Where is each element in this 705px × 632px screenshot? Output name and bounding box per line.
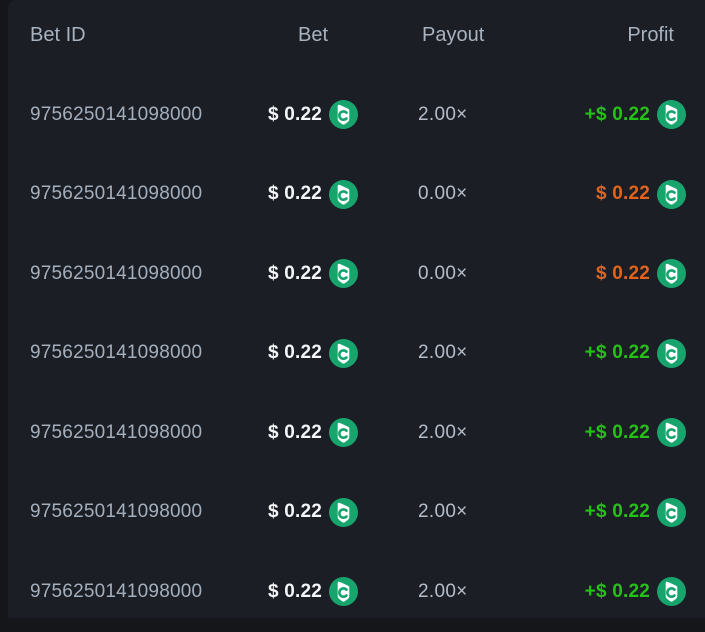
bet-amount-value: $ 0.22: [268, 104, 322, 126]
bet-id-value: 9756250141098000: [30, 581, 202, 603]
table-header-row: Bet ID Bet Payout Profit: [8, 0, 705, 70]
table-row[interactable]: 9756250141098000 $ 0.22 2.00× +$ 0.22: [8, 552, 705, 632]
bc-coin-icon: [329, 577, 358, 606]
table-row[interactable]: 9756250141098000 $ 0.22 0.00× $ 0.22: [8, 234, 705, 314]
bet-id-cell: 9756250141098000: [8, 422, 238, 444]
profit-cell: $ 0.22: [538, 180, 705, 209]
bet-amount-value: $ 0.22: [268, 342, 322, 364]
profit-cell: +$ 0.22: [538, 339, 705, 368]
payout-cell: 2.00×: [398, 104, 538, 126]
payout-cell: 2.00×: [398, 342, 538, 364]
payout-value: 0.00×: [418, 263, 468, 285]
payout-cell: 0.00×: [398, 183, 538, 205]
profit-value: +$ 0.22: [585, 501, 650, 523]
bc-coin-icon: [329, 259, 358, 288]
bet-id-cell: 9756250141098000: [8, 263, 238, 285]
bet-amount-cell: $ 0.22: [238, 100, 388, 129]
table-body: 9756250141098000 $ 0.22 2.00× +$ 0.22: [8, 75, 705, 632]
bet-id-value: 9756250141098000: [30, 104, 202, 126]
payout-value: 0.00×: [418, 183, 468, 205]
bc-coin-icon: [657, 498, 686, 527]
table-row[interactable]: 9756250141098000 $ 0.22 2.00× +$ 0.22: [8, 473, 705, 553]
bc-coin-icon: [657, 339, 686, 368]
bet-amount-cell: $ 0.22: [238, 577, 388, 606]
bet-amount-cell: $ 0.22: [238, 339, 388, 368]
bet-amount-value: $ 0.22: [268, 581, 322, 603]
bet-amount-value: $ 0.22: [268, 263, 322, 285]
bet-id-cell: 9756250141098000: [8, 581, 238, 603]
column-header-bet: Bet: [238, 24, 388, 47]
column-header-payout: Payout: [398, 24, 542, 47]
bets-table: Bet ID Bet Payout Profit 975625014109800…: [8, 0, 705, 618]
bet-id-cell: 9756250141098000: [8, 342, 238, 364]
payout-cell: 2.00×: [398, 501, 538, 523]
column-header-bet-id: Bet ID: [8, 24, 238, 47]
profit-cell: +$ 0.22: [538, 577, 705, 606]
bet-id-cell: 9756250141098000: [8, 104, 238, 126]
payout-value: 2.00×: [418, 422, 468, 444]
profit-value: +$ 0.22: [585, 342, 650, 364]
bet-id-cell: 9756250141098000: [8, 501, 238, 523]
bc-coin-icon: [657, 418, 686, 447]
payout-value: 2.00×: [418, 104, 468, 126]
bet-id-cell: 9756250141098000: [8, 183, 238, 205]
bet-id-value: 9756250141098000: [30, 501, 202, 523]
payout-cell: 0.00×: [398, 263, 538, 285]
profit-value: $ 0.22: [596, 263, 650, 285]
bc-coin-icon: [657, 100, 686, 129]
profit-cell: +$ 0.22: [538, 418, 705, 447]
table-row[interactable]: 9756250141098000 $ 0.22 2.00× +$ 0.22: [8, 393, 705, 473]
bet-id-value: 9756250141098000: [30, 183, 202, 205]
payout-cell: 2.00×: [398, 581, 538, 603]
bet-amount-value: $ 0.22: [268, 422, 322, 444]
bet-amount-cell: $ 0.22: [238, 418, 388, 447]
bet-amount-cell: $ 0.22: [238, 498, 388, 527]
profit-value: +$ 0.22: [585, 581, 650, 603]
bc-coin-icon: [657, 259, 686, 288]
bc-coin-icon: [329, 418, 358, 447]
profit-cell: $ 0.22: [538, 259, 705, 288]
bc-coin-icon: [657, 577, 686, 606]
table-row[interactable]: 9756250141098000 $ 0.22 0.00× $ 0.22: [8, 155, 705, 235]
profit-cell: +$ 0.22: [538, 100, 705, 129]
bet-id-value: 9756250141098000: [30, 342, 202, 364]
profit-value: +$ 0.22: [585, 422, 650, 444]
bc-coin-icon: [329, 498, 358, 527]
bet-id-value: 9756250141098000: [30, 422, 202, 444]
profit-value: +$ 0.22: [585, 104, 650, 126]
table-row[interactable]: 9756250141098000 $ 0.22 2.00× +$ 0.22: [8, 314, 705, 394]
profit-value: $ 0.22: [596, 183, 650, 205]
bet-amount-value: $ 0.22: [268, 501, 322, 523]
payout-value: 2.00×: [418, 581, 468, 603]
payout-value: 2.00×: [418, 342, 468, 364]
bc-coin-icon: [329, 339, 358, 368]
bc-coin-icon: [657, 180, 686, 209]
bet-amount-value: $ 0.22: [268, 183, 322, 205]
payout-value: 2.00×: [418, 501, 468, 523]
bc-coin-icon: [329, 180, 358, 209]
bc-coin-icon: [329, 100, 358, 129]
profit-cell: +$ 0.22: [538, 498, 705, 527]
bet-id-value: 9756250141098000: [30, 263, 202, 285]
bet-amount-cell: $ 0.22: [238, 180, 388, 209]
column-header-profit: Profit: [542, 24, 705, 47]
bet-amount-cell: $ 0.22: [238, 259, 388, 288]
payout-cell: 2.00×: [398, 422, 538, 444]
table-row[interactable]: 9756250141098000 $ 0.22 2.00× +$ 0.22: [8, 75, 705, 155]
